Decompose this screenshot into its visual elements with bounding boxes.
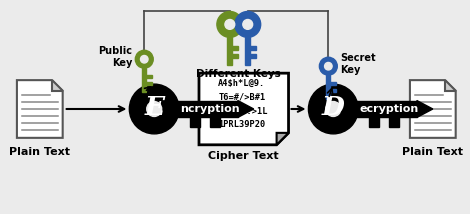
Circle shape — [225, 19, 235, 29]
Polygon shape — [52, 80, 63, 91]
Circle shape — [325, 62, 332, 70]
Text: R06/J2.>1L: R06/J2.>1L — [216, 107, 268, 116]
Bar — [210, 117, 220, 127]
Text: Cipher Text: Cipher Text — [209, 151, 279, 161]
Text: Different Keys: Different Keys — [196, 69, 281, 79]
Circle shape — [129, 84, 179, 134]
Circle shape — [141, 55, 148, 63]
Bar — [146, 82, 152, 85]
Circle shape — [135, 50, 153, 68]
Text: ecryption: ecryption — [359, 104, 418, 114]
Bar — [369, 117, 379, 127]
Text: Plain Text: Plain Text — [402, 147, 463, 157]
Text: D: D — [322, 95, 345, 120]
Circle shape — [235, 12, 261, 37]
Text: E: E — [144, 95, 164, 120]
Text: Public
Key: Public Key — [98, 46, 133, 68]
Bar — [232, 46, 238, 50]
Polygon shape — [277, 133, 289, 145]
Circle shape — [326, 101, 341, 116]
Text: Plain Text: Plain Text — [9, 147, 70, 157]
Polygon shape — [417, 101, 433, 117]
Text: Secret
Key: Secret Key — [340, 54, 376, 75]
Polygon shape — [445, 80, 456, 91]
Circle shape — [320, 57, 337, 75]
Bar — [232, 54, 238, 58]
Bar — [142, 68, 146, 92]
Bar — [176, 101, 238, 117]
Bar — [245, 37, 250, 65]
Circle shape — [308, 84, 358, 134]
Circle shape — [217, 12, 243, 37]
Bar — [389, 117, 399, 127]
Polygon shape — [238, 101, 254, 117]
Bar — [227, 37, 232, 65]
Bar — [330, 82, 336, 85]
Polygon shape — [17, 80, 63, 138]
Bar — [250, 46, 256, 50]
Polygon shape — [199, 73, 289, 145]
Text: ncryption: ncryption — [180, 104, 240, 114]
Circle shape — [147, 101, 162, 116]
Circle shape — [243, 19, 253, 29]
Bar — [146, 75, 152, 78]
Text: A4$h*L@9.: A4$h*L@9. — [218, 79, 266, 88]
Bar — [250, 54, 256, 58]
Bar — [330, 89, 336, 92]
Bar — [355, 101, 417, 117]
Bar — [190, 117, 200, 127]
Polygon shape — [410, 80, 456, 138]
Bar — [326, 75, 330, 99]
Text: 1PRL39P20: 1PRL39P20 — [218, 120, 266, 129]
Text: T6=#/>B#1: T6=#/>B#1 — [218, 92, 266, 102]
